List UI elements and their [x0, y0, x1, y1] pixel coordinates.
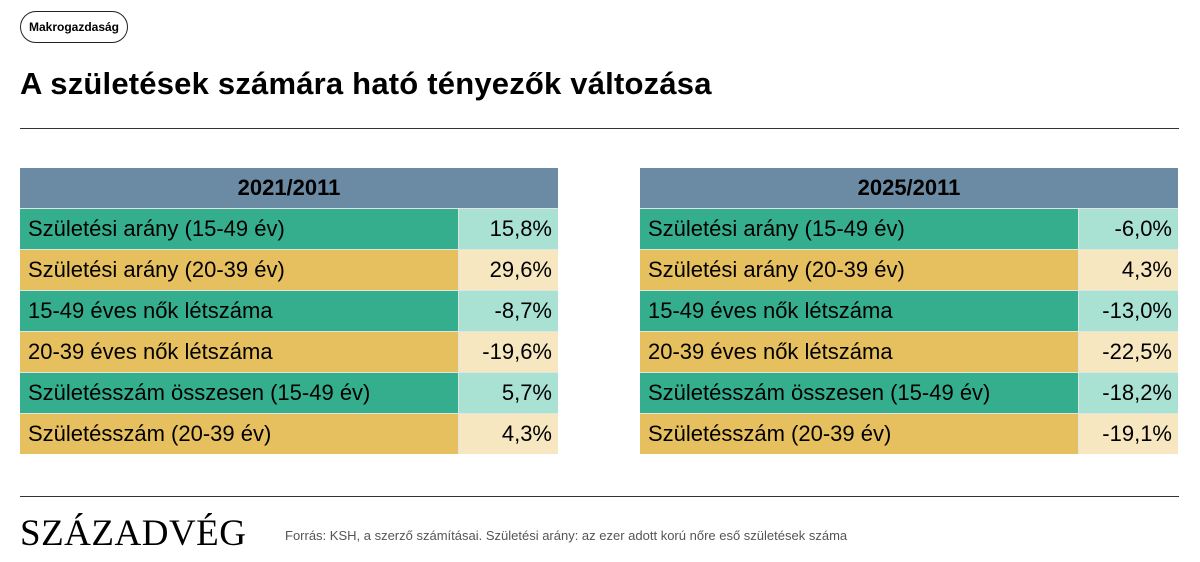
table-header: 2021/2011: [20, 168, 558, 209]
row-label: 15-49 éves nők létszáma: [20, 290, 458, 332]
table-row: Születésszám (20-39 év) 4,3%: [20, 413, 558, 454]
bottom-divider: [20, 496, 1179, 497]
source-note: Forrás: KSH, a szerző számításai. Szület…: [285, 528, 848, 543]
table-row: Születésszám összesen (15-49 év) -18,2%: [640, 372, 1178, 414]
row-label: 20-39 éves nők létszáma: [640, 331, 1078, 373]
table-row: Születési arány (15-49 év) -6,0%: [640, 208, 1178, 250]
table-row: 15-49 éves nők létszáma -13,0%: [640, 290, 1178, 332]
row-value: -6,0%: [1077, 208, 1178, 250]
row-value: 15,8%: [457, 208, 558, 250]
table-header: 2025/2011: [640, 168, 1178, 209]
table-2025-2011: 2025/2011 Születési arány (15-49 év) -6,…: [640, 168, 1178, 454]
row-value: 4,3%: [457, 413, 558, 454]
table-row: 15-49 éves nők létszáma -8,7%: [20, 290, 558, 332]
table-row: 20-39 éves nők létszáma -22,5%: [640, 331, 1178, 373]
row-value: 5,7%: [457, 372, 558, 414]
row-label: Születésszám összesen (15-49 év): [640, 372, 1078, 414]
table-row: 20-39 éves nők létszáma -19,6%: [20, 331, 558, 373]
row-value: -8,7%: [457, 290, 558, 332]
table-row: Születésszám (20-39 év) -19,1%: [640, 413, 1178, 454]
row-label: Születési arány (15-49 év): [20, 208, 458, 250]
row-label: Születési arány (15-49 év): [640, 208, 1078, 250]
row-value: 29,6%: [457, 249, 558, 291]
row-value: -18,2%: [1077, 372, 1178, 414]
table-row: Születésszám összesen (15-49 év) 5,7%: [20, 372, 558, 414]
table-row: Születési arány (20-39 év) 4,3%: [640, 249, 1178, 291]
row-label: Születési arány (20-39 év): [20, 249, 458, 291]
row-value: -19,6%: [457, 331, 558, 373]
row-value: 4,3%: [1077, 249, 1178, 291]
brand-logo: SZÁZADVÉG: [20, 513, 247, 554]
row-label: 15-49 éves nők létszáma: [640, 290, 1078, 332]
row-value: -22,5%: [1077, 331, 1178, 373]
row-label: Születésszám (20-39 év): [20, 413, 458, 454]
row-label: 20-39 éves nők létszáma: [20, 331, 458, 373]
table-row: Születési arány (20-39 év) 29,6%: [20, 249, 558, 291]
top-divider: [20, 128, 1179, 129]
table-2021-2011: 2021/2011 Születési arány (15-49 év) 15,…: [20, 168, 558, 454]
row-label: Születésszám (20-39 év): [640, 413, 1078, 454]
row-value: -13,0%: [1077, 290, 1178, 332]
table-row: Születési arány (15-49 év) 15,8%: [20, 208, 558, 250]
row-value: -19,1%: [1077, 413, 1178, 454]
row-label: Születési arány (20-39 év): [640, 249, 1078, 291]
page-title: A születések számára ható tényezők válto…: [20, 66, 712, 101]
row-label: Születésszám összesen (15-49 év): [20, 372, 458, 414]
category-tag[interactable]: Makrogazdaság: [20, 11, 128, 43]
